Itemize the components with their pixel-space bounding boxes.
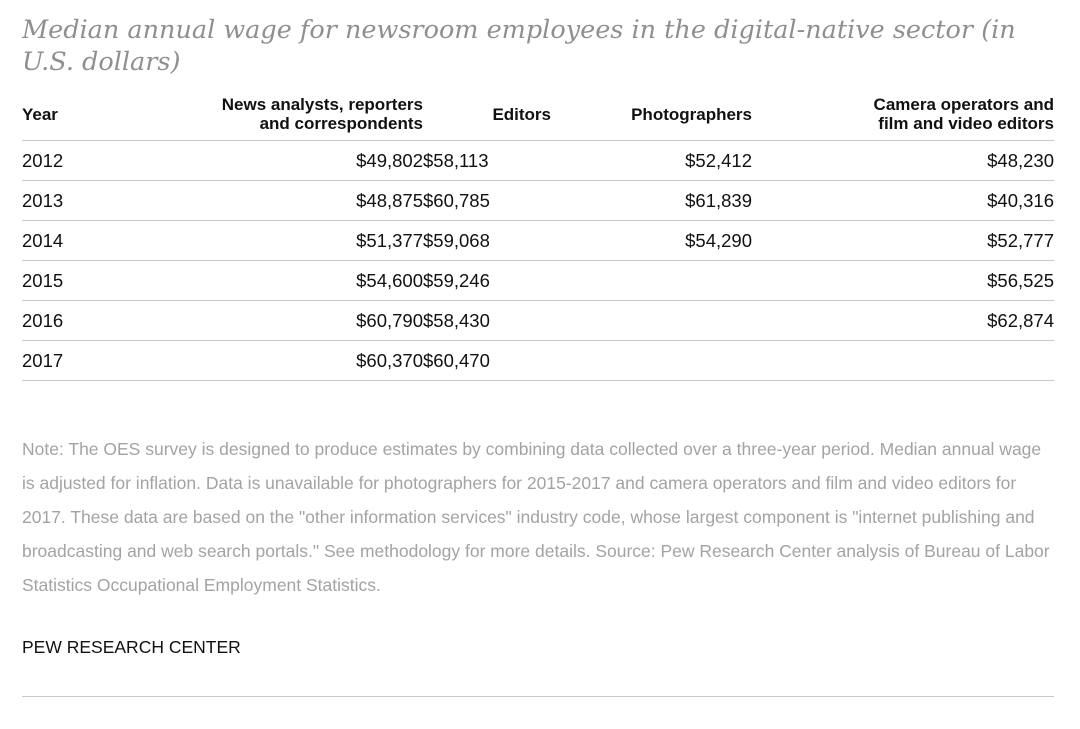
cell-photographers: $52,412 [551,140,752,181]
cell-editors: $60,470 [423,340,551,381]
cell-news-analysts: $54,600 [146,260,423,301]
table-row: 2017 $60,370 $60,470 [22,340,1054,381]
cell-year: 2015 [22,260,146,301]
cell-photographers [551,260,752,301]
cell-news-analysts: $51,377 [146,220,423,261]
table-row: 2016 $60,790 $58,430 $62,874 [22,300,1054,341]
table-row: 2012 $49,802 $58,113 $52,412 $48,230 [22,140,1054,181]
table-header-row: Year News analysts, reporters and corres… [22,88,1054,141]
table-row: 2014 $51,377 $59,068 $54,290 $52,777 [22,220,1054,261]
cell-year: 2017 [22,340,146,381]
cell-news-analysts: $48,875 [146,180,423,221]
column-header-label: News analysts, reporters [221,95,423,114]
column-header-label: Photographers [631,104,752,124]
cell-camera-operators: $52,777 [752,220,1054,261]
column-header-news-analysts: News analysts, reporters and corresponde… [146,88,423,141]
column-header-label: and correspondents [259,114,423,133]
column-header-label: film and video editors [878,114,1054,133]
cell-editors: $59,068 [423,220,551,261]
table-row: 2015 $54,600 $59,246 $56,525 [22,260,1054,301]
cell-camera-operators: $62,874 [752,300,1054,341]
column-header-label: Year [22,104,58,124]
footnote: Note: The OES survey is designed to prod… [22,439,1050,595]
cell-camera-operators: $40,316 [752,180,1054,221]
cell-year: 2013 [22,180,146,221]
cell-camera-operators [752,340,1054,381]
cell-editors: $58,113 [423,140,551,181]
cell-photographers: $61,839 [551,180,752,221]
table-row: 2013 $48,875 $60,785 $61,839 $40,316 [22,180,1054,221]
cell-editors: $58,430 [423,300,551,341]
cell-camera-operators: $56,525 [752,260,1054,301]
cell-news-analysts: $60,370 [146,340,423,381]
source-credit: PEW RESEARCH CENTER [22,637,241,657]
column-header-camera-operators: Camera operators and film and video edit… [752,88,1054,141]
cell-year: 2016 [22,300,146,341]
bottom-divider [22,696,1054,697]
cell-year: 2014 [22,220,146,261]
column-header-editors: Editors [423,88,551,141]
wage-table: Year News analysts, reporters and corres… [22,88,1054,381]
cell-news-analysts: $60,790 [146,300,423,341]
cell-news-analysts: $49,802 [146,140,423,181]
cell-editors: $60,785 [423,180,551,221]
chart-title: Median annual wage for newsroom employee… [22,15,1016,77]
column-header-photographers: Photographers [551,88,752,141]
cell-year: 2012 [22,140,146,181]
cell-editors: $59,246 [423,260,551,301]
column-header-label: Editors [492,104,551,124]
cell-photographers: $54,290 [551,220,752,261]
cell-camera-operators: $48,230 [752,140,1054,181]
column-header-label: Camera operators and [873,95,1054,114]
column-header-year: Year [22,88,146,141]
cell-photographers [551,340,752,381]
cell-photographers [551,300,752,341]
